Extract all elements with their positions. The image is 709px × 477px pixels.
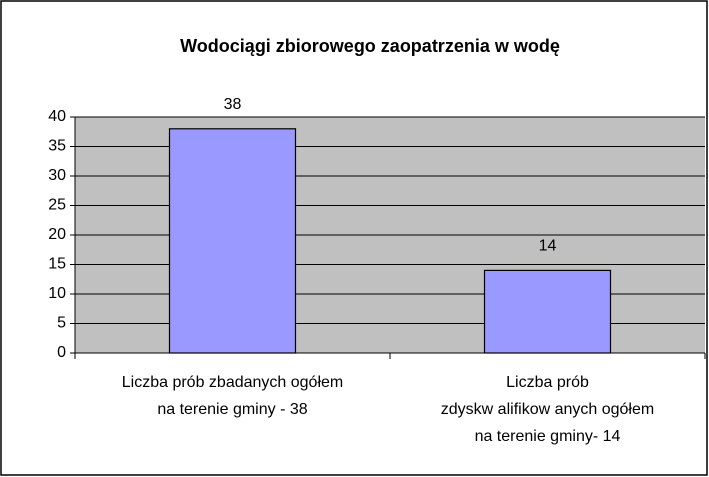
value-label: 14 [539, 238, 557, 255]
x-tick-label: na terenie gminy- 14 [475, 428, 621, 445]
chart-title: Wodociągi zbiorowego zaopatrzenia w wodę [180, 36, 560, 56]
x-tick-label: zdyskw alifikow anych ogółem [441, 401, 654, 418]
value-label: 38 [224, 96, 242, 113]
bar [483, 269, 612, 354]
y-tick-label: 10 [48, 285, 66, 302]
x-tick-label: Liczba prób [506, 374, 589, 391]
y-tick-label: 25 [48, 197, 66, 214]
x-tick-label: Liczba prób zbadanych ogółem [122, 374, 343, 391]
y-tick-label: 40 [48, 108, 66, 125]
y-tick-label: 15 [48, 256, 66, 273]
y-tick-label: 5 [57, 315, 66, 332]
x-tick-label: na terenie gminy - 38 [157, 401, 307, 418]
y-tick-label: 30 [48, 167, 66, 184]
y-tick-label: 20 [48, 226, 66, 243]
y-tick-label: 0 [57, 344, 66, 361]
y-tick-label: 35 [48, 138, 66, 155]
bar [168, 128, 297, 354]
